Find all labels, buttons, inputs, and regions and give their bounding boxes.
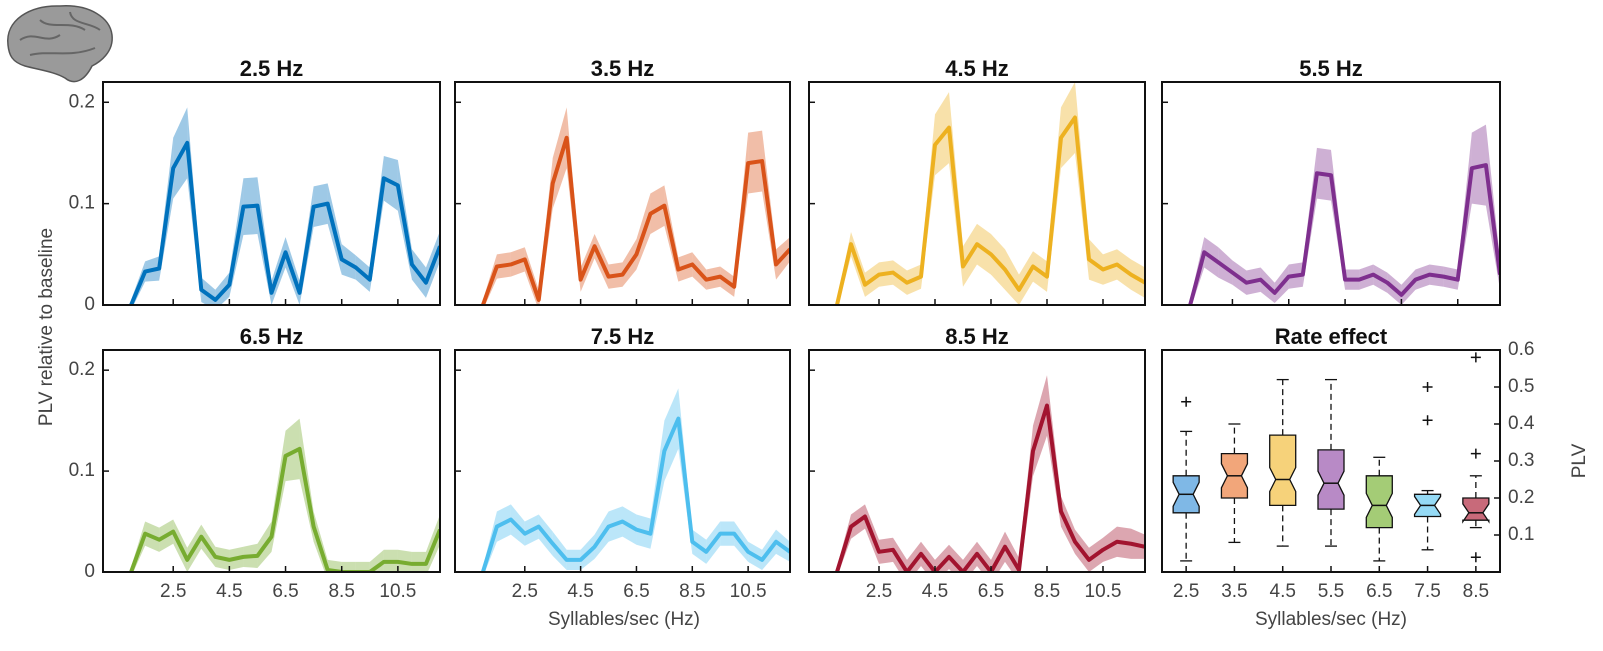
box (1462, 497, 1490, 524)
x-tick-label: 6.5 (978, 581, 1004, 602)
outlier (1422, 382, 1433, 392)
plot-area (481, 107, 790, 305)
x-axis-label: Syllables/sec (Hz) (548, 609, 700, 630)
error-band (935, 544, 949, 572)
x-tick-label: 3.5 (1221, 581, 1247, 602)
x-tick-label: 7.5 (1414, 581, 1440, 602)
y2-tick-label: 0.4 (1508, 413, 1535, 434)
y-tick-label: 0.2 (69, 359, 95, 380)
panel-title: 6.5 Hz (240, 324, 304, 349)
axes-frame (454, 81, 791, 306)
x-tick-label: 2.5 (160, 581, 186, 602)
line (129, 140, 440, 305)
y2-tick-label: 0.3 (1508, 450, 1534, 471)
error-band (341, 561, 356, 572)
x-tick-label: 10.5 (730, 581, 767, 602)
line (129, 446, 440, 572)
line (1188, 163, 1500, 305)
axes-frame (102, 349, 441, 573)
x-tick-label: 8.5 (1034, 581, 1060, 602)
axes-frame (808, 81, 1146, 306)
y2-axis-label: PLV (1569, 443, 1590, 478)
axes-frame (454, 349, 791, 573)
x-tick-label: 2.5 (512, 581, 538, 602)
outlier (1422, 415, 1433, 426)
plot-area (835, 82, 1145, 305)
error-band (355, 561, 370, 572)
x-tick-label: 8.5 (328, 581, 354, 602)
x-tick-label: 4.5 (216, 581, 242, 602)
plot-area (129, 107, 440, 305)
x-tick-label: 5.5 (1318, 581, 1344, 602)
x-tick-label: 10.5 (1085, 581, 1122, 602)
y2-tick-label: 0.6 (1508, 339, 1534, 360)
y-axis-label: PLV relative to baseline (36, 228, 57, 426)
y-tick-label: 0.1 (69, 193, 95, 214)
panel-title: 3.5 Hz (591, 56, 655, 81)
error-band (411, 551, 426, 572)
x-tick-label: 4.5 (922, 581, 948, 602)
error-band (1089, 239, 1103, 285)
x-tick-label: 6.5 (272, 581, 298, 602)
box (1269, 434, 1297, 507)
brain-icon (7, 5, 113, 83)
x-tick-label: 10.5 (379, 581, 416, 602)
x-tick-label: 6.5 (1366, 581, 1392, 602)
x-tick-label: 2.5 (866, 581, 892, 602)
outlier (1470, 448, 1481, 459)
panel-title: Rate effect (1275, 324, 1388, 349)
x-tick-label: 4.5 (567, 581, 593, 602)
panel-title: 4.5 Hz (945, 56, 1009, 81)
x-tick-label: 8.5 (1463, 581, 1489, 602)
panel-title: 7.5 Hz (591, 324, 655, 349)
y-tick-label: 0 (84, 294, 95, 315)
x-tick-label: 8.5 (679, 581, 705, 602)
box (1365, 475, 1393, 529)
plot-area (835, 375, 1145, 572)
panel-title: 8.5 Hz (945, 324, 1009, 349)
line (835, 403, 1145, 572)
y2-tick-label: 0.1 (1508, 524, 1534, 545)
outlier (1181, 396, 1192, 407)
line (481, 135, 790, 305)
plot-area (1188, 124, 1500, 305)
x-axis-label: Syllables/sec (Hz) (1255, 609, 1407, 630)
x-tick-label: 4.5 (1270, 581, 1296, 602)
y2-tick-label: 0.5 (1508, 376, 1534, 397)
panel-title: 2.5 Hz (240, 56, 304, 81)
line (481, 416, 790, 572)
error-band (949, 544, 963, 572)
line (835, 115, 1145, 305)
y-tick-label: 0 (84, 561, 95, 582)
axes-frame (102, 81, 441, 306)
box (1317, 449, 1345, 510)
axes-frame (1161, 81, 1501, 306)
error-band (285, 418, 300, 482)
panel-title: 5.5 Hz (1299, 56, 1363, 81)
y2-tick-label: 0.2 (1508, 487, 1534, 508)
plot-area (129, 418, 440, 572)
axes-frame (808, 349, 1146, 573)
x-tick-label: 2.5 (1173, 581, 1199, 602)
y-tick-label: 0.1 (69, 460, 95, 481)
y-tick-label: 0.2 (69, 91, 95, 112)
x-tick-label: 6.5 (623, 581, 649, 602)
outlier (1470, 352, 1481, 363)
outlier (1470, 552, 1481, 563)
plot-area (481, 388, 790, 572)
